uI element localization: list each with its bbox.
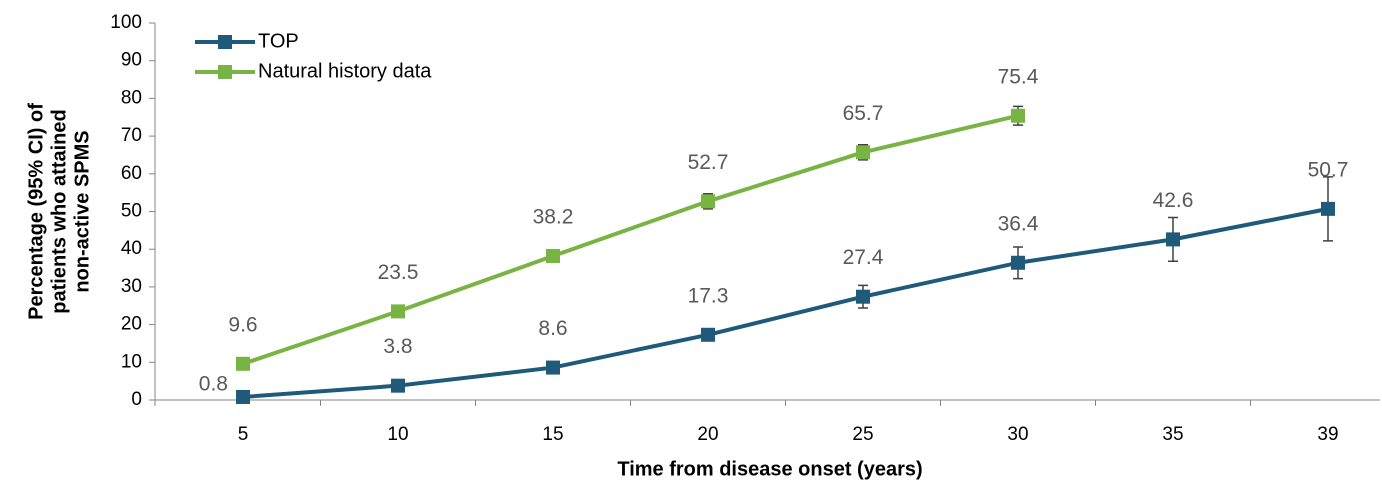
y-tick-label: 10 — [121, 351, 142, 372]
data-label: 23.5 — [378, 261, 419, 284]
data-label: 9.6 — [228, 313, 257, 336]
x-axis-label: Time from disease onset (years) — [617, 458, 922, 480]
y-tick-label: 80 — [121, 87, 142, 108]
legend-label: TOP — [258, 30, 299, 52]
point — [546, 248, 560, 263]
point — [701, 327, 715, 342]
y-tick-label: 90 — [121, 50, 142, 71]
data-label: 52.7 — [688, 151, 729, 174]
x-tick-label: 25 — [852, 424, 873, 445]
x-tick-label: 35 — [1162, 424, 1183, 445]
point — [856, 289, 870, 304]
series-line — [242, 113, 1019, 366]
point — [391, 378, 405, 393]
point — [701, 194, 715, 209]
x-tick-label: 15 — [542, 424, 563, 445]
point — [236, 389, 250, 404]
data-label: 65.7 — [843, 102, 884, 125]
y-tick-label: 100 — [110, 12, 142, 33]
y-tick-label: 70 — [121, 125, 142, 146]
point — [391, 304, 405, 319]
data-label: 36.4 — [998, 212, 1039, 235]
y-tick-label: 60 — [121, 163, 142, 184]
y-axis-label-line: Percentage (95% CI) of — [25, 103, 47, 320]
x-tick-label: 30 — [1007, 424, 1028, 445]
data-label: 50.7 — [1308, 158, 1349, 181]
y-tick-label: 50 — [121, 201, 142, 222]
series-line — [242, 206, 1329, 399]
point — [856, 145, 870, 160]
data-label: 42.6 — [1153, 189, 1194, 212]
y-tick-label: 30 — [121, 276, 142, 297]
x-tick-label: 5 — [238, 424, 249, 445]
legend-label: Natural history data — [258, 60, 432, 82]
data-label: 0.8 — [199, 373, 228, 396]
point — [1011, 108, 1025, 123]
x-tick-label: 39 — [1317, 424, 1338, 445]
y-tick-label: 40 — [121, 238, 142, 259]
point — [1321, 201, 1335, 216]
legend-marker — [218, 35, 232, 49]
y-axis-label: Percentage (95% CI) of patients who attai… — [25, 103, 93, 320]
data-label: 27.4 — [843, 246, 884, 269]
point — [1011, 255, 1025, 270]
y-axis-label-line: patients who attained — [48, 109, 70, 313]
y-axis-label-line: non-active SPMS — [71, 130, 93, 292]
data-label: 17.3 — [688, 284, 729, 307]
data-label: 8.6 — [538, 317, 567, 340]
x-tick-label: 10 — [387, 424, 408, 445]
point — [546, 360, 560, 375]
x-tick-label: 20 — [697, 424, 718, 445]
data-label: 75.4 — [998, 65, 1039, 88]
legend-marker — [218, 65, 232, 79]
data-label: 38.2 — [533, 206, 574, 229]
data-label: 3.8 — [383, 335, 412, 358]
point — [236, 356, 250, 371]
y-tick-label: 20 — [121, 314, 142, 335]
point — [1166, 232, 1180, 247]
y-tick-label: 0 — [131, 389, 142, 410]
